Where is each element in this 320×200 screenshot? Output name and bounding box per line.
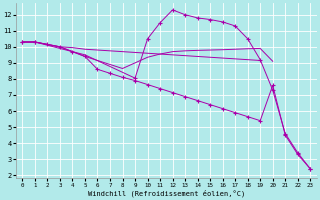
X-axis label: Windchill (Refroidissement éolien,°C): Windchill (Refroidissement éolien,°C) [88, 189, 245, 197]
